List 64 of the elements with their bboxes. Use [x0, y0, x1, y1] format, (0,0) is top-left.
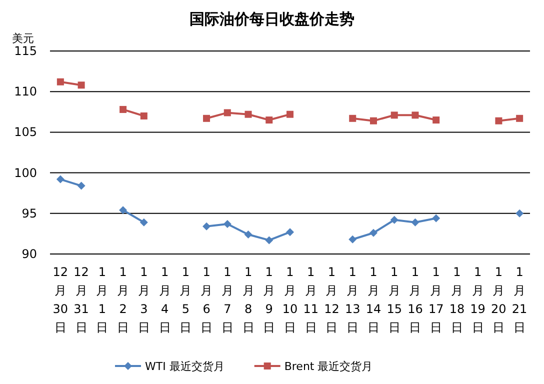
point	[140, 112, 148, 120]
x-tick-label: 1月16日	[408, 265, 423, 334]
y-tick-label: 95	[22, 206, 37, 220]
point	[432, 116, 440, 124]
point	[77, 182, 86, 190]
x-tick-label: 1月1日	[96, 265, 108, 334]
x-tick-label: 1月11日	[303, 265, 319, 334]
x-tick-label: 12月31日	[74, 265, 89, 334]
legend-label: Brent 最近交货月	[284, 360, 373, 373]
point	[244, 110, 252, 118]
point	[516, 209, 524, 218]
x-tick-label: 1月14日	[366, 265, 382, 334]
point	[432, 214, 440, 222]
x-tick-label: 1月5日	[180, 265, 192, 334]
point	[203, 114, 210, 122]
point	[286, 228, 294, 236]
x-tick-label: 1月7日	[221, 265, 234, 334]
x-tick-label: 1月21日	[512, 265, 528, 334]
x-tick-label: 1月4日	[158, 265, 171, 334]
point	[202, 222, 211, 230]
y-axis-title: 美元	[12, 32, 34, 45]
point	[78, 82, 85, 89]
y-tick-label: 105	[14, 125, 37, 140]
point	[370, 117, 377, 124]
point	[224, 109, 231, 116]
point	[120, 106, 127, 113]
point	[516, 114, 524, 122]
x-tick-label: 1月18日	[449, 265, 465, 334]
chart-title: 国际油价每日收盘价走势	[190, 10, 354, 28]
point	[411, 218, 420, 226]
x-tick-label: 1月19日	[470, 265, 486, 334]
legend-label: WTI 最近交货月	[145, 360, 224, 373]
x-tick-label: 1月17日	[428, 265, 444, 334]
point	[390, 112, 398, 119]
point	[265, 236, 274, 244]
point	[349, 114, 356, 122]
point	[495, 117, 502, 124]
x-tick-label: 1月6日	[200, 265, 213, 334]
point	[348, 235, 357, 244]
point	[266, 116, 273, 124]
point	[412, 112, 419, 119]
point	[56, 175, 64, 184]
point	[223, 220, 232, 228]
x-tick-label: 1月9日	[263, 265, 276, 334]
point	[140, 218, 148, 226]
y-tick-label: 100	[14, 166, 37, 180]
x-tick-label: 1月12日	[324, 265, 340, 334]
x-tick-label: 12月30日	[52, 265, 68, 334]
point	[244, 230, 252, 239]
y-tick-label: 110	[14, 84, 37, 99]
x-tick-label: 1月13日	[344, 265, 360, 334]
point	[390, 216, 398, 224]
x-tick-label: 1月10日	[282, 265, 298, 334]
point	[369, 228, 378, 237]
y-tick-label: 90	[22, 247, 37, 261]
point	[119, 206, 128, 214]
point	[286, 110, 294, 118]
x-tick-label: 1月8日	[242, 265, 254, 334]
point	[56, 78, 64, 86]
x-tick-label: 1月3日	[138, 265, 150, 334]
y-tick-label: 115	[14, 44, 37, 58]
x-tick-label: 1月15日	[386, 265, 402, 334]
x-tick-label: 1月20日	[491, 265, 506, 334]
x-tick-label: 1月2日	[117, 265, 130, 334]
